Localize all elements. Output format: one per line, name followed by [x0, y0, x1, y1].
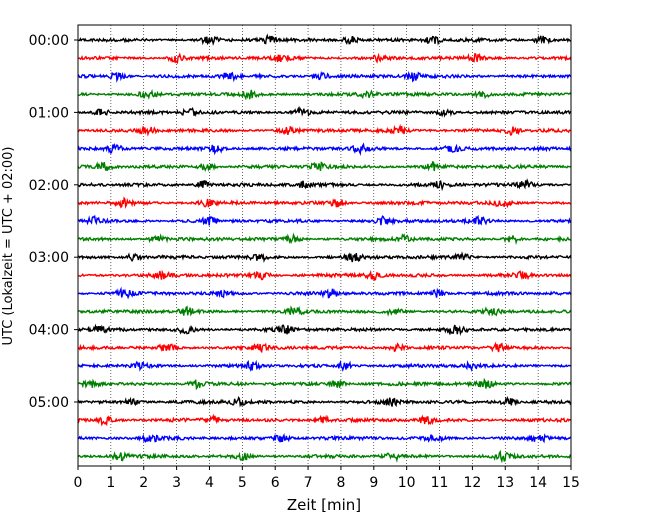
- x-axis-ticks: 0 1 2 3 4 5 6 7 8 9 10 11 12 13 14 15: [74, 466, 580, 491]
- y-tick-label: 03:00: [29, 250, 69, 266]
- trace-0430: [77, 359, 572, 372]
- trace-0445: [77, 377, 572, 391]
- trace-0300: [77, 251, 572, 263]
- trace-0000: [77, 33, 572, 46]
- trace-0100: [77, 105, 572, 118]
- x-tick-label: 3: [172, 475, 181, 491]
- grid-lines: [110, 25, 539, 466]
- x-tick-label: 11: [431, 475, 449, 491]
- trace-0245: [77, 232, 572, 246]
- trace-0330: [77, 286, 572, 300]
- trace-0315: [77, 269, 572, 281]
- trace-0415: [77, 341, 572, 354]
- trace-0215: [77, 196, 572, 210]
- plot-frame: [77, 24, 572, 467]
- x-tick-label: 4: [205, 475, 214, 491]
- trace-0115: [77, 123, 572, 137]
- x-tick-label: 6: [271, 475, 280, 491]
- x-tick-label: 7: [304, 475, 313, 491]
- trace-0145: [77, 161, 572, 173]
- x-tick-label: 5: [238, 475, 247, 491]
- x-tick-label: 15: [562, 475, 580, 491]
- trace-0515: [77, 413, 572, 427]
- trace-0030: [77, 70, 572, 83]
- trace-0530: [77, 433, 572, 444]
- trace-0545: [77, 449, 572, 464]
- x-tick-label: 0: [74, 475, 83, 491]
- x-tick-label: 13: [496, 475, 514, 491]
- y-axis-ticks: 00:00 01:00 02:00 03:00 04:00 05:00: [29, 33, 78, 411]
- y-tick-label: 02:00: [29, 178, 69, 194]
- x-tick-label: 9: [369, 475, 378, 491]
- trace-0130: [77, 142, 572, 156]
- y-tick-label: 00:00: [29, 33, 69, 49]
- trace-0015: [77, 52, 572, 65]
- y-tick-label: 01:00: [29, 105, 69, 121]
- trace-0400: [77, 323, 572, 337]
- x-tick-label: 14: [529, 475, 547, 491]
- trace-0200: [77, 178, 572, 192]
- x-tick-label: 1: [106, 475, 115, 491]
- y-tick-label: 04:00: [29, 323, 69, 339]
- trace-0045: [77, 88, 572, 101]
- x-axis-label: Zeit [min]: [287, 496, 361, 514]
- x-tick-label: 10: [398, 475, 416, 491]
- x-tick-label: 12: [463, 475, 481, 491]
- trace-0500: [77, 396, 572, 408]
- x-tick-label: 8: [336, 475, 345, 491]
- seismic-traces: [77, 33, 572, 464]
- y-axis-label: UTC (Lokalzeit = UTC + 02:00): [1, 147, 16, 346]
- trace-0230: [77, 214, 572, 226]
- y-tick-label: 05:00: [29, 395, 69, 411]
- trace-0345: [77, 305, 572, 317]
- x-tick-label: 2: [139, 475, 148, 491]
